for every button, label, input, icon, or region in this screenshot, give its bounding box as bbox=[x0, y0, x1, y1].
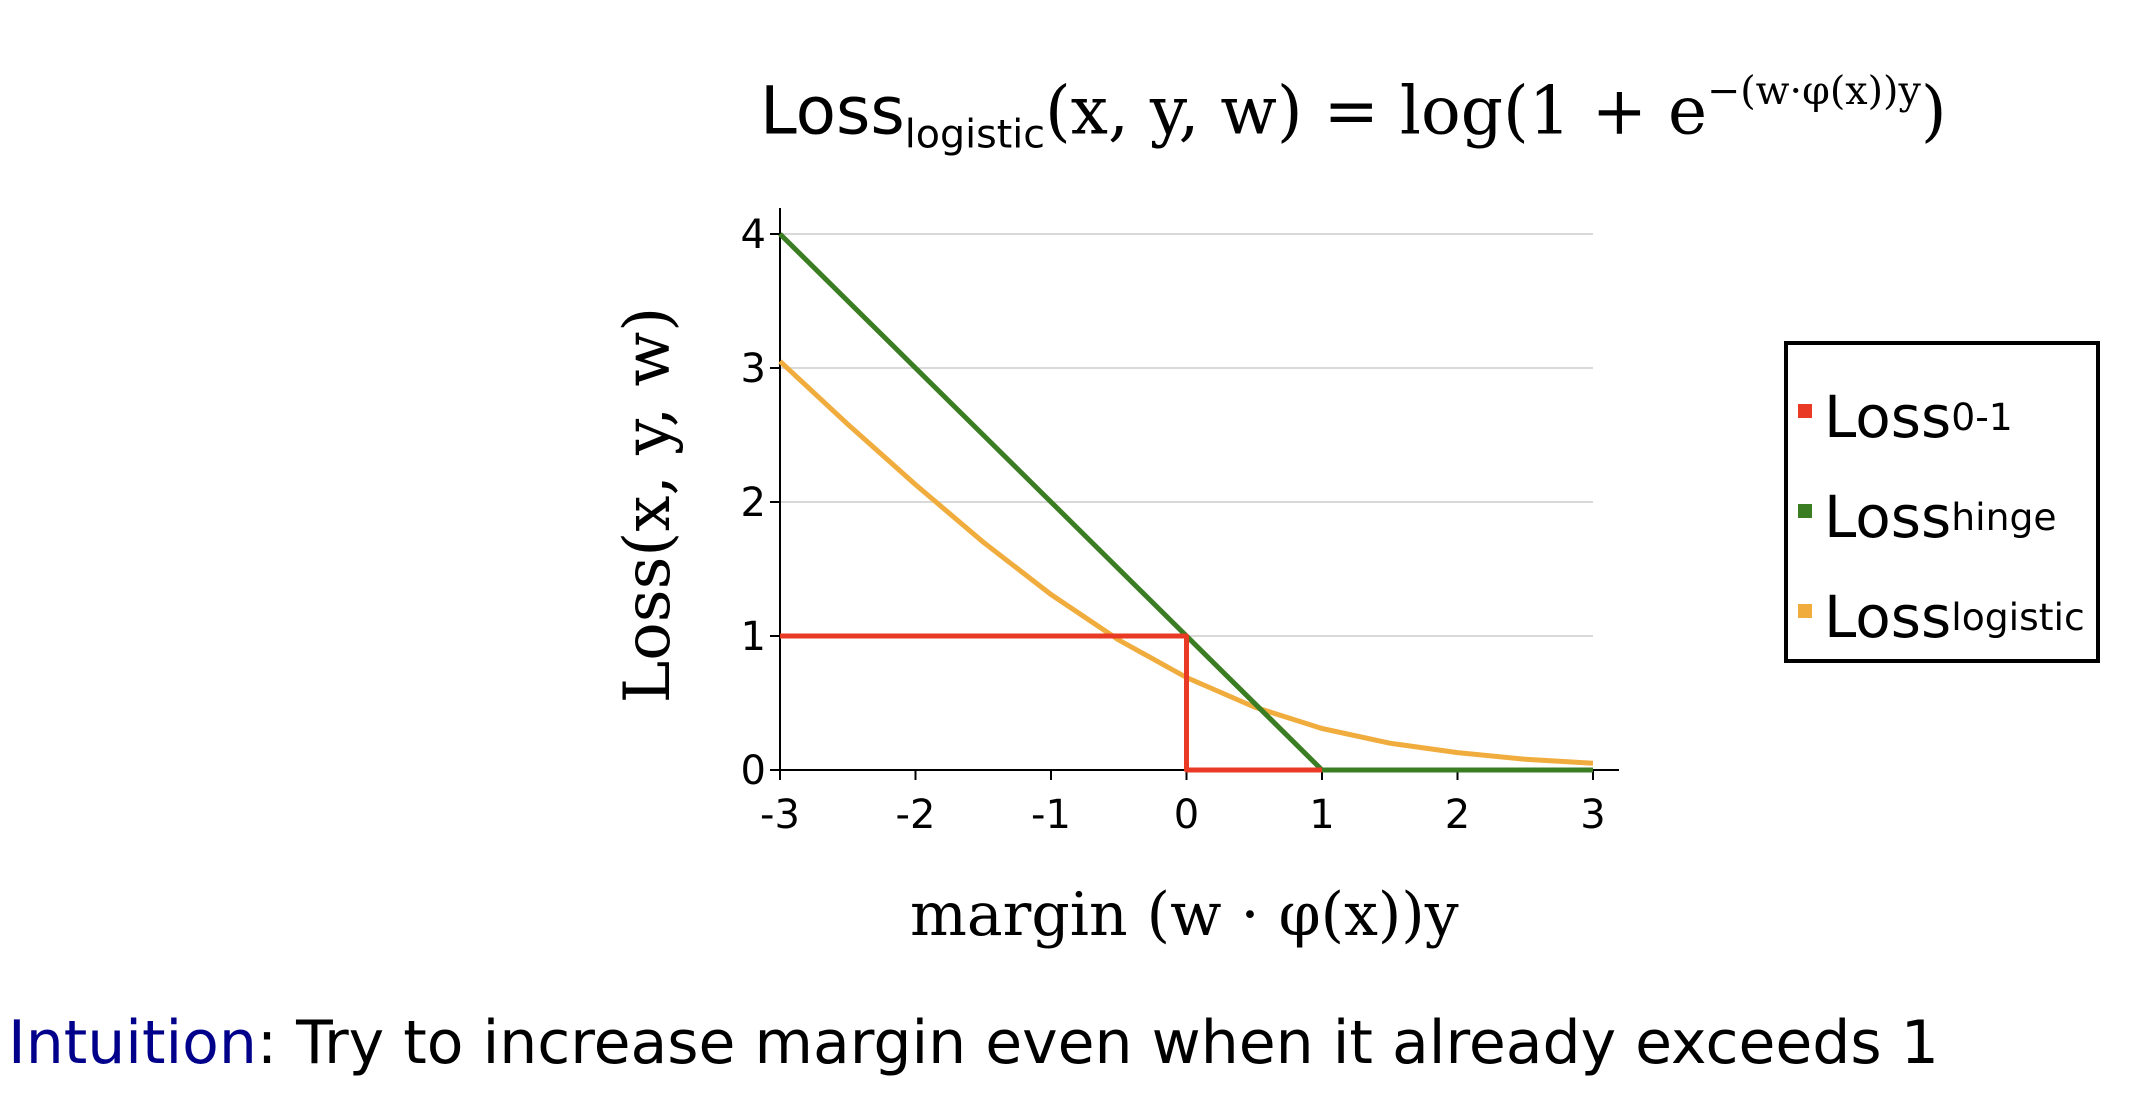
x-tick-label-1: 1 bbox=[1309, 792, 1334, 838]
x-tick-label--2: -2 bbox=[896, 792, 936, 838]
title-args: (x, y, w) = log(1 + e bbox=[1045, 72, 1708, 150]
legend-item-logistic: Loss logistic bbox=[1798, 567, 2096, 667]
y-tick-label-1: 1 bbox=[741, 614, 766, 660]
legend-label-hinge-sub: hinge bbox=[1951, 495, 2057, 539]
legend-item-hinge: Loss hinge bbox=[1798, 467, 2096, 567]
legend-label-logistic-base: Loss bbox=[1824, 583, 1952, 651]
x-tick-label-2: 2 bbox=[1445, 792, 1470, 838]
y-tick-label-3: 3 bbox=[741, 346, 766, 392]
legend-label-0-1-sub: 0-1 bbox=[1951, 395, 2013, 439]
legend-label-hinge-base: Loss bbox=[1824, 483, 1952, 551]
intuition-text: Intuition: Try to increase margin even w… bbox=[8, 1013, 1939, 1073]
y-tick-label-4: 4 bbox=[741, 212, 766, 258]
chart-title: Losslogistic(x, y, w) = log(1 + e−(w·φ(x… bbox=[760, 71, 1947, 158]
y-axis-label: Loss(x, y, w) bbox=[611, 306, 685, 704]
x-axis-label: margin (w · φ(x))y bbox=[910, 880, 1459, 950]
legend-swatch-hinge bbox=[1798, 504, 1812, 518]
tick-labels: -3 -2 -1 0 1 2 3 0 1 2 3 4 bbox=[741, 212, 1606, 838]
x-tick-label--1: -1 bbox=[1031, 792, 1071, 838]
title-loss-word: Loss bbox=[760, 72, 905, 150]
legend-swatch-0-1 bbox=[1798, 404, 1812, 418]
x-tick-label-0: 0 bbox=[1174, 792, 1199, 838]
legend-swatch-logistic bbox=[1798, 604, 1812, 618]
title-exponent: −(w·φ(x))y bbox=[1707, 68, 1921, 114]
axes bbox=[770, 208, 1619, 780]
grid-lines bbox=[780, 233, 1593, 637]
legend: Loss 0-1 Loss hinge Loss logistic bbox=[1784, 341, 2100, 663]
legend-label-0-1-base: Loss bbox=[1824, 383, 1952, 451]
series-lines bbox=[778, 232, 1594, 773]
x-tick-label--3: -3 bbox=[760, 792, 800, 838]
title-loss-subscript: logistic bbox=[904, 111, 1045, 158]
y-tick-label-0: 0 bbox=[741, 748, 766, 794]
x-tick-label-3: 3 bbox=[1580, 792, 1605, 838]
y-tick-label-2: 2 bbox=[741, 480, 766, 526]
legend-item-0-1: Loss 0-1 bbox=[1798, 367, 2096, 467]
intuition-body: : Try to increase margin even when it al… bbox=[256, 1008, 1939, 1078]
title-close: ) bbox=[1920, 72, 1947, 150]
legend-label-logistic-sub: logistic bbox=[1951, 595, 2085, 639]
intuition-keyword: Intuition bbox=[8, 1008, 257, 1078]
series-line-0-1 bbox=[780, 633, 1322, 773]
